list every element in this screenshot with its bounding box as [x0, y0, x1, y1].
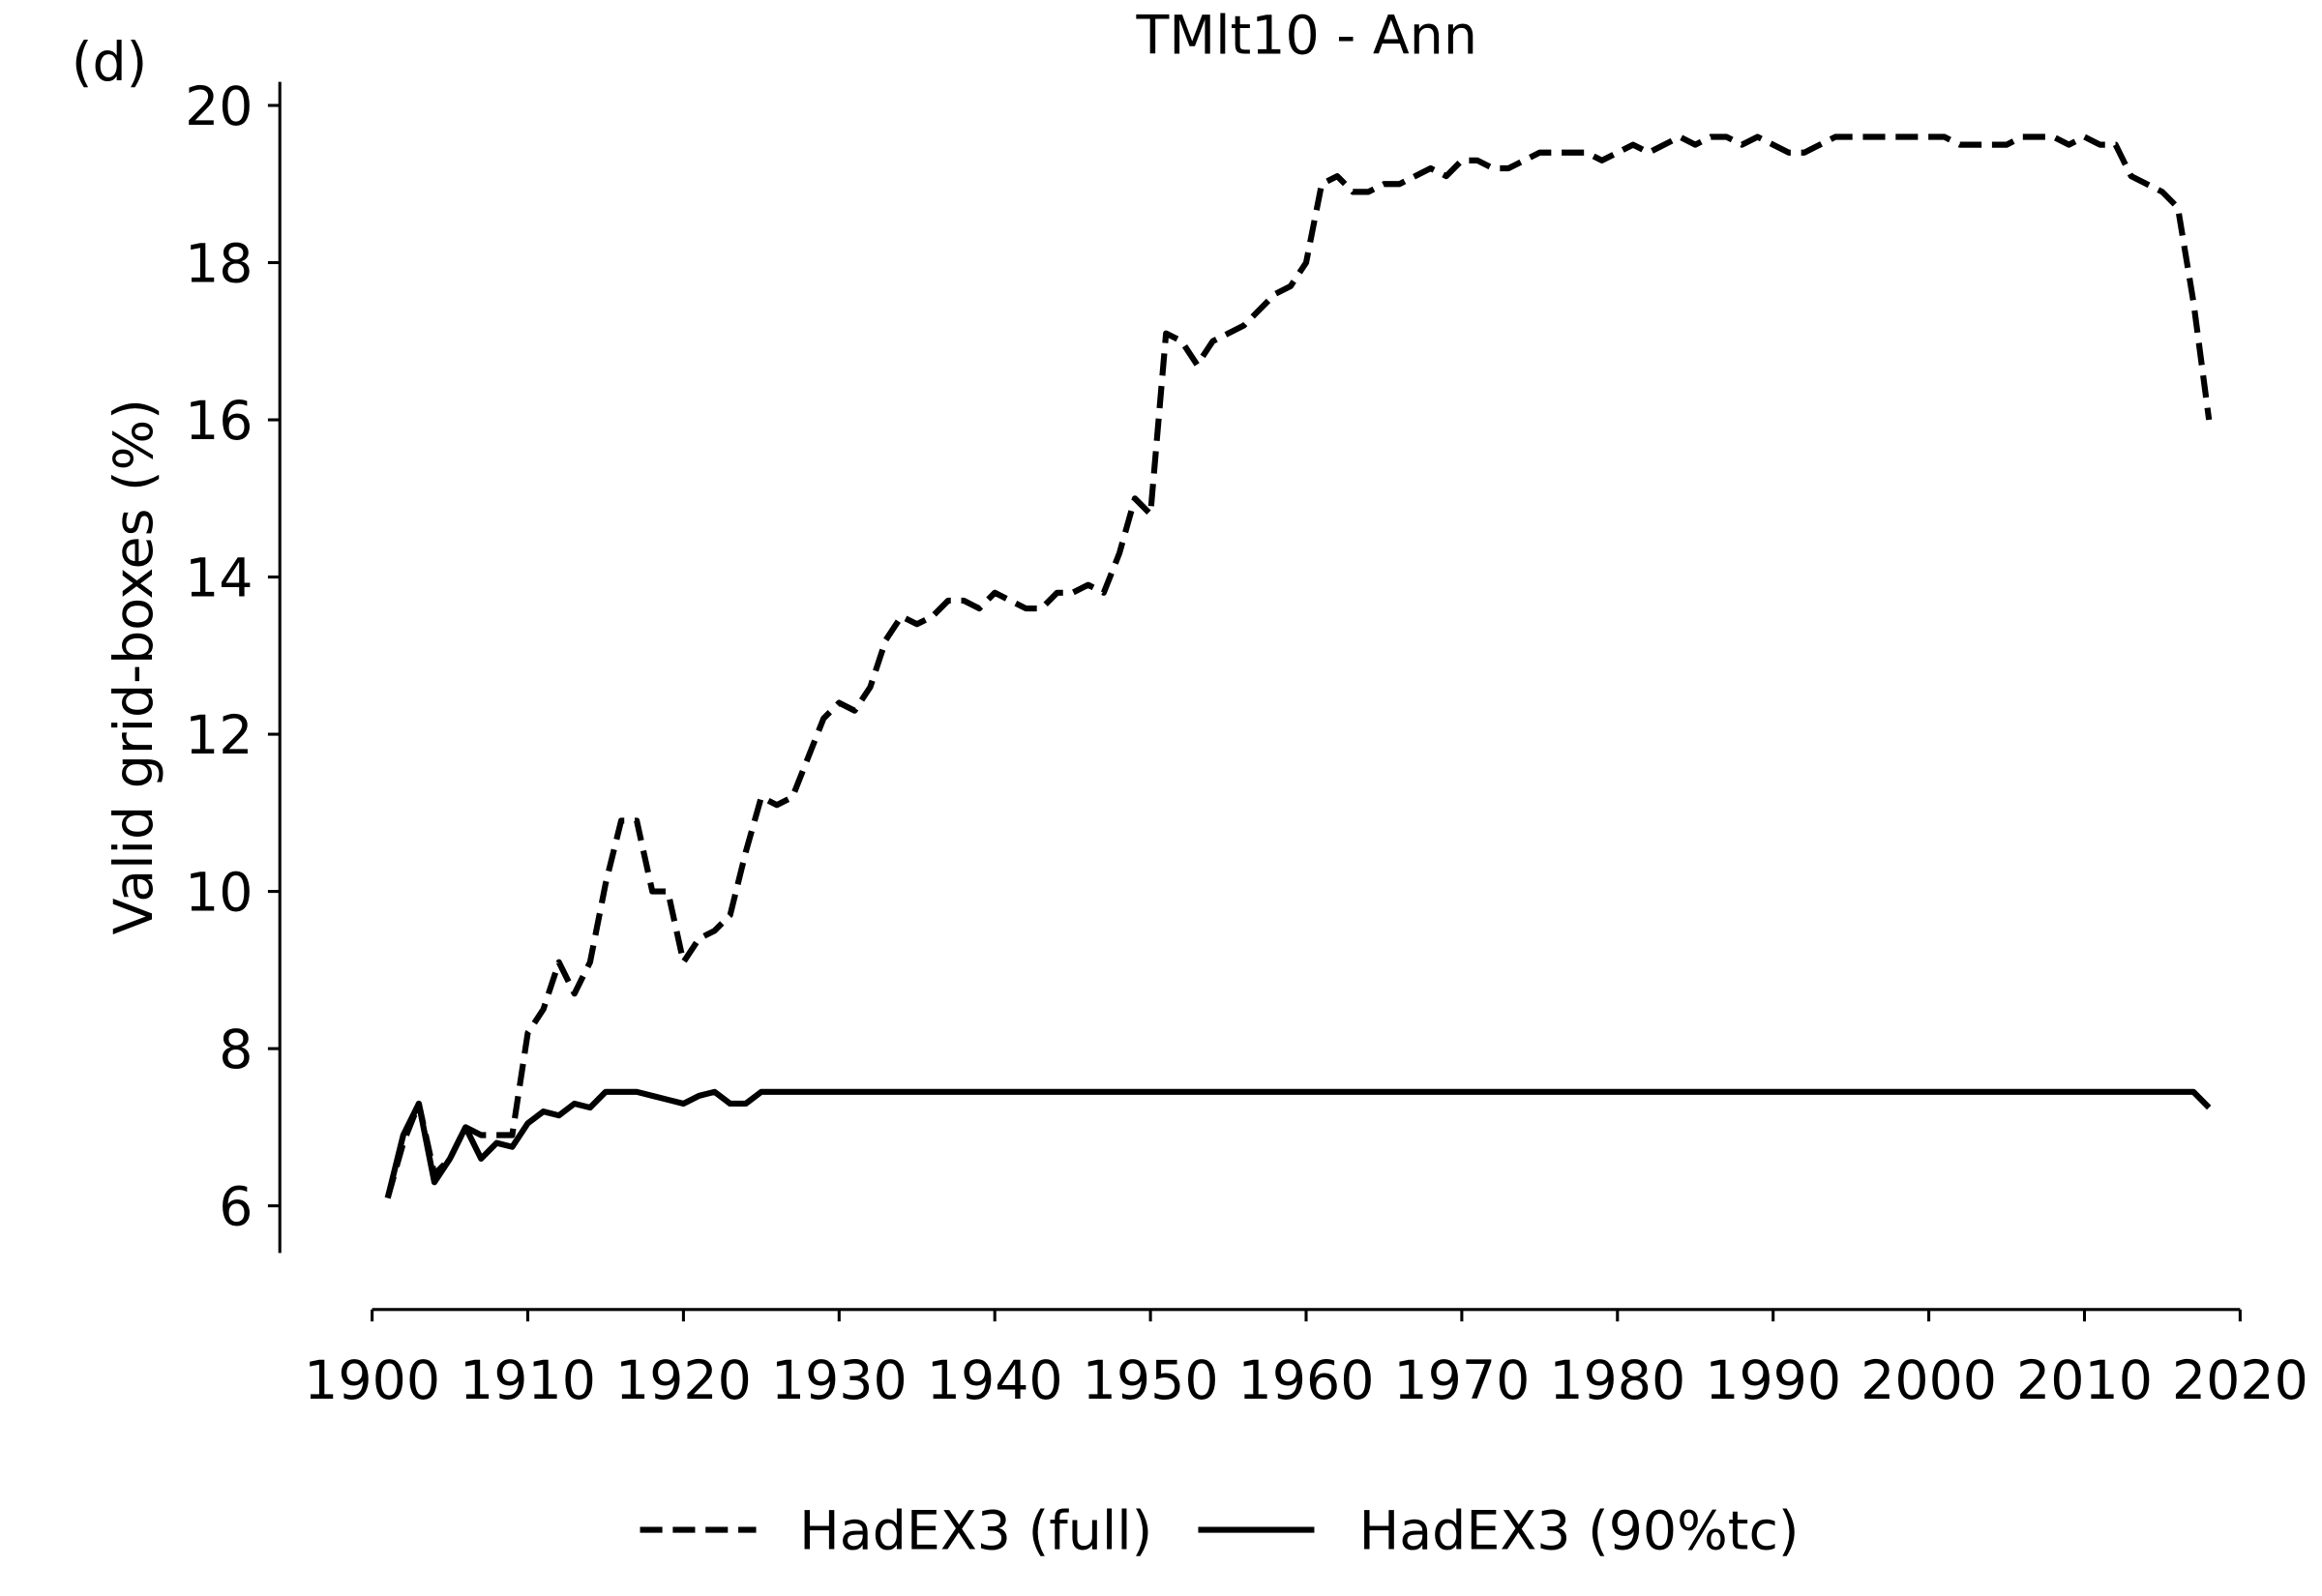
y-tick-label: 20: [185, 76, 253, 138]
x-tick-label: 1930: [771, 1350, 908, 1412]
x-tick-label: 2010: [2016, 1350, 2153, 1412]
legend-label: HadEX3 (full): [799, 1501, 1152, 1563]
x-tick-label: 1980: [1549, 1350, 1685, 1412]
chart-title: TMlt10 - Ann: [1136, 5, 1477, 67]
y-tick-label: 10: [185, 863, 253, 925]
x-tick-label: 2000: [1861, 1350, 1997, 1412]
x-tick-label: 1960: [1238, 1350, 1375, 1412]
x-tick-label: 1900: [304, 1350, 440, 1412]
y-tick-label: 14: [185, 548, 253, 610]
x-tick-label: 1950: [1083, 1350, 1219, 1412]
y-tick-label: 6: [219, 1177, 253, 1239]
data-line: [384, 133, 2213, 1199]
panel-label: (d): [72, 32, 147, 94]
y-axis-label: Valid grid-boxes (%): [104, 399, 165, 934]
x-tick-label: 1910: [460, 1350, 596, 1412]
x-tick-label: 2020: [2172, 1350, 2308, 1412]
x-tick-label: 1970: [1393, 1350, 1530, 1412]
y-tick-label: 16: [185, 391, 253, 453]
x-tick-label: 1920: [615, 1350, 752, 1412]
y-tick-label: 12: [185, 705, 253, 767]
x-tick-label: 1940: [927, 1350, 1063, 1412]
x-tick-label: 1990: [1705, 1350, 1841, 1412]
legend-label: HadEX3 (90%tc): [1359, 1501, 1800, 1563]
data-line: [384, 1088, 2212, 1199]
y-tick-label: 8: [219, 1020, 253, 1081]
y-tick-label: 18: [185, 234, 253, 296]
